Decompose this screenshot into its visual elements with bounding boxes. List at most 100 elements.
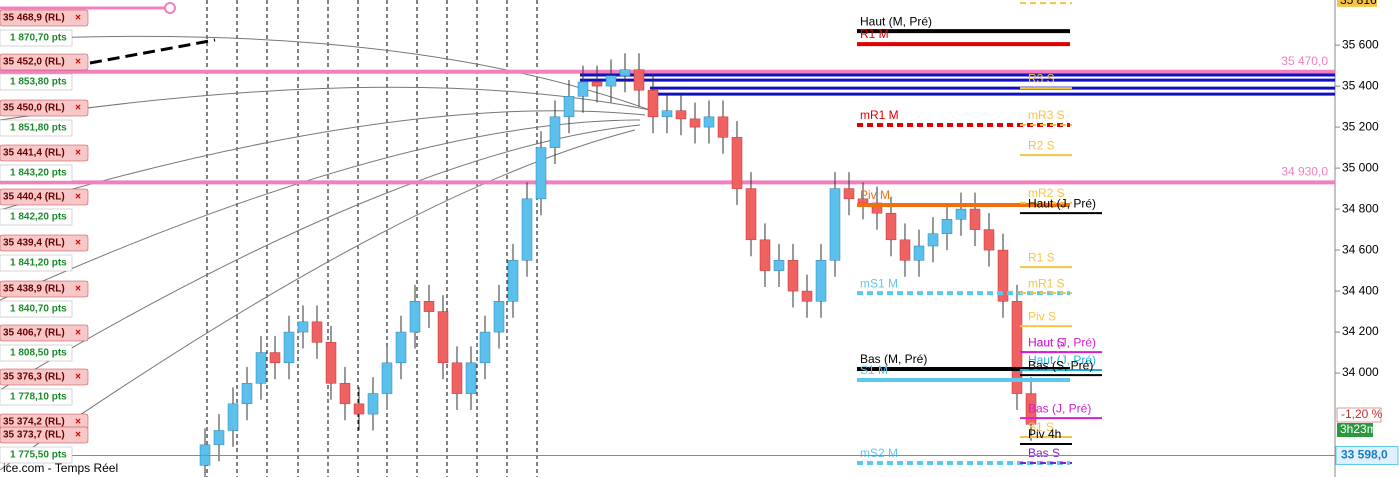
order-close[interactable]: × xyxy=(75,192,81,203)
order-pts: 1 842,20 pts xyxy=(10,212,67,223)
candle-body xyxy=(563,96,575,118)
candle-body xyxy=(1025,393,1037,425)
candle-body xyxy=(675,110,687,120)
pts-box xyxy=(0,300,73,318)
candle-body xyxy=(353,403,365,415)
change-box xyxy=(1336,407,1382,423)
candle-body xyxy=(969,208,981,230)
level-label: R1 M xyxy=(860,27,889,41)
pink-level-label: 34 930,0 xyxy=(1281,165,1328,179)
countdown: 3h23m xyxy=(1340,422,1377,436)
candle-body xyxy=(703,116,715,128)
candle-body xyxy=(885,212,897,241)
candle-body xyxy=(913,245,925,261)
y-tick-label: 35 000 xyxy=(1342,160,1379,174)
level-label: R3 S xyxy=(1028,71,1055,85)
order-close[interactable]: × xyxy=(75,430,81,441)
y-tick-label: 34 800 xyxy=(1342,201,1379,215)
pts-box xyxy=(0,254,73,272)
y-tick-label: 34 600 xyxy=(1342,242,1379,256)
order-pts: 1 870,70 pts xyxy=(10,33,67,44)
candle-body xyxy=(395,331,407,364)
level-label: R2 S xyxy=(1028,138,1055,152)
level-label: Piv 4h xyxy=(1028,427,1061,441)
candle-body xyxy=(381,362,393,394)
level-label: Haut (J, Pré) xyxy=(1028,353,1096,367)
candle-body xyxy=(493,301,505,333)
candle-body xyxy=(815,260,827,302)
order-close[interactable]: × xyxy=(75,57,81,68)
order-pts: 1 778,10 pts xyxy=(10,392,67,403)
order-box xyxy=(0,99,89,117)
order-price: 35 441,4 (RL) xyxy=(3,148,65,159)
pts-box xyxy=(0,164,73,182)
candle-body xyxy=(801,290,813,302)
candle-body xyxy=(227,403,239,431)
level-label: mS2 M xyxy=(860,446,898,460)
order-pts: 1 851,80 pts xyxy=(10,123,67,134)
candle-body xyxy=(255,352,267,384)
candle-body xyxy=(297,321,309,333)
candle-body xyxy=(773,260,785,271)
y-tick-label: 35 200 xyxy=(1342,119,1379,133)
order-price: 35 406,7 (RL) xyxy=(3,328,65,339)
order-close[interactable]: × xyxy=(75,238,81,249)
order-close[interactable]: × xyxy=(75,13,81,24)
candle-body xyxy=(283,331,295,364)
order-box xyxy=(0,324,89,342)
order-close[interactable]: × xyxy=(75,328,81,339)
level-label: Bas S xyxy=(1028,446,1060,460)
level-label: Haut S xyxy=(1028,335,1065,349)
candle-body xyxy=(465,362,477,394)
candle-body xyxy=(745,188,757,241)
order-box xyxy=(0,234,89,252)
pts-box xyxy=(0,344,73,362)
order-box xyxy=(0,188,89,206)
candle-body xyxy=(507,260,519,302)
candle-body xyxy=(423,301,435,312)
order-close[interactable]: × xyxy=(75,284,81,295)
y-tick-label: 34 400 xyxy=(1342,283,1379,297)
candle-body xyxy=(871,202,883,214)
pts-box xyxy=(0,73,73,91)
candle-body xyxy=(997,249,1009,302)
y-tick-label: 34 200 xyxy=(1342,324,1379,338)
order-pts: 1 841,20 pts xyxy=(10,258,67,269)
level-label: Haut (J, Pré) xyxy=(1028,335,1096,349)
order-box xyxy=(0,426,89,444)
order-price: 35 373,7 (RL) xyxy=(3,430,65,441)
candle-body xyxy=(689,118,701,128)
candle-body xyxy=(269,352,281,364)
candle-body xyxy=(577,81,589,97)
candle-body xyxy=(843,188,855,200)
order-price: 35 374,2 (RL) xyxy=(3,417,65,428)
candle-body xyxy=(787,260,799,292)
candle-body xyxy=(731,137,743,189)
source: ice.com - Temps Réel xyxy=(3,461,118,475)
order-close[interactable]: × xyxy=(75,148,81,159)
candle-body xyxy=(647,89,659,118)
candle-body xyxy=(717,116,729,138)
candle-body xyxy=(633,69,645,91)
trend-line xyxy=(89,38,216,65)
order-price: 35 376,3 (RL) xyxy=(3,372,65,383)
order-box xyxy=(0,144,89,162)
pts-box xyxy=(0,446,73,464)
order-price: 35 438,9 (RL) xyxy=(3,284,65,295)
pts-box xyxy=(0,119,73,137)
order-box xyxy=(0,9,89,27)
order-pts: 1 808,50 pts xyxy=(10,348,67,359)
order-close[interactable]: × xyxy=(75,103,81,114)
level-label: S1 M xyxy=(860,363,888,377)
level-label: mR1 M xyxy=(860,108,899,122)
level-label: Bas (S, Pré) xyxy=(1028,358,1093,372)
order-price: 35 450,0 (RL) xyxy=(3,103,65,114)
candle-body xyxy=(213,430,225,446)
handle xyxy=(164,2,176,14)
order-close[interactable]: × xyxy=(75,372,81,383)
order-close[interactable]: × xyxy=(75,417,81,428)
candle-body xyxy=(521,198,533,261)
candle-body xyxy=(437,311,449,364)
candle-body xyxy=(619,69,631,77)
